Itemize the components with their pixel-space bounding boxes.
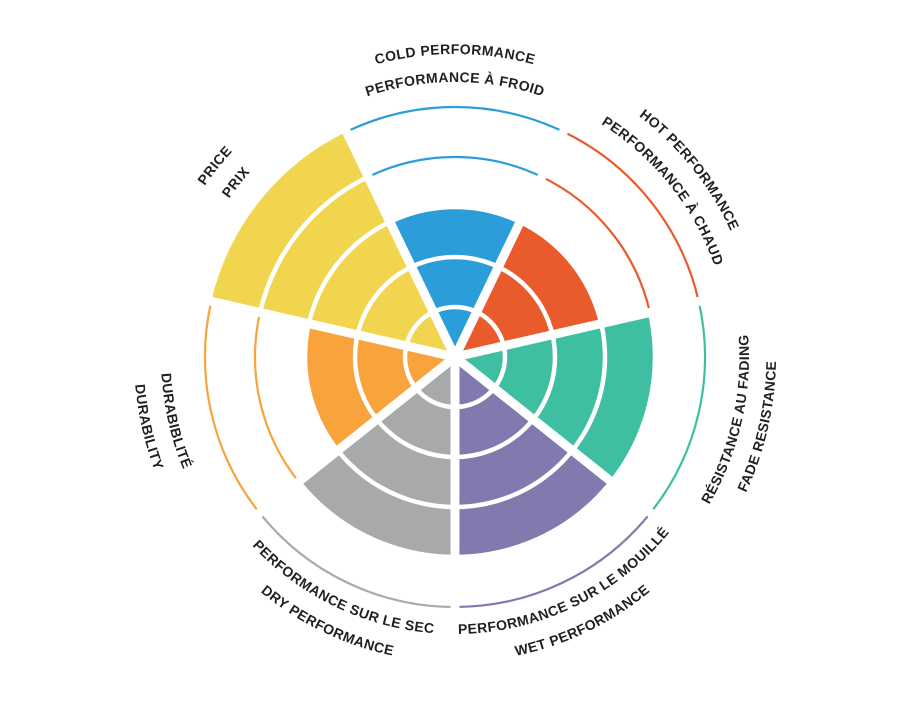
segment-price-label-line2: PRIX xyxy=(218,163,252,200)
segment-cold-scale-arc-4 xyxy=(367,155,543,178)
segment-durability-scale-arc-4 xyxy=(253,312,300,483)
segment-cold-label-line1: COLD PERFORMANCE xyxy=(373,41,537,67)
segment-fade-scale-arc-5 xyxy=(649,301,707,514)
segment-durability-label-line1: DURABIBLITÉ xyxy=(158,372,195,470)
segment-gap-line xyxy=(244,353,458,527)
segment-gap-line xyxy=(335,115,460,359)
segment-gap-line xyxy=(450,115,575,359)
segment-price-fill xyxy=(211,131,455,357)
segment-cold-label-line2: PERFORMANCE À FROID xyxy=(363,69,547,99)
segment-wet-fill xyxy=(454,357,612,557)
segment-durability-scale-arc-5 xyxy=(203,301,261,514)
segment-hot-scale-arc-4 xyxy=(541,175,652,313)
segment-durability-fill xyxy=(305,323,455,451)
segment-cold-scale-arc-5 xyxy=(346,105,564,133)
segment-hot-scale-arc-5 xyxy=(563,130,700,302)
segment-wet-scale-arc-5 xyxy=(454,512,652,609)
segment-gap-line xyxy=(194,293,457,362)
segment-gap-line xyxy=(452,353,666,527)
segment-dry-fill xyxy=(298,357,456,557)
segment-gap-line xyxy=(453,293,716,362)
segment-cold-fill xyxy=(389,206,521,357)
segment-dry-scale-arc-5 xyxy=(258,512,456,609)
